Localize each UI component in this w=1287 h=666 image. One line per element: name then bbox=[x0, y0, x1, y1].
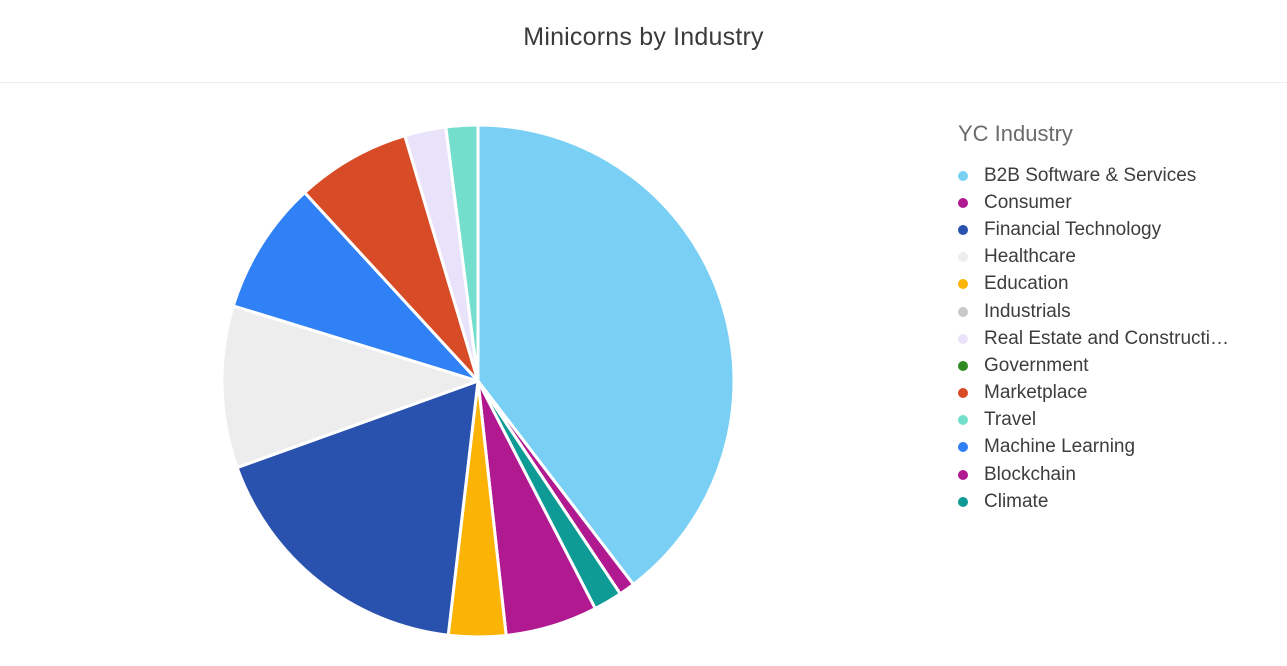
legend-swatch bbox=[958, 388, 968, 399]
pie-slice-machine-learning[interactable] bbox=[231, 191, 480, 383]
pie-slice-travel[interactable] bbox=[444, 123, 480, 383]
legend-item[interactable]: Industrials bbox=[958, 298, 1258, 325]
legend-swatch bbox=[958, 170, 968, 181]
legend-item[interactable]: Real Estate and Constructi… bbox=[958, 325, 1258, 352]
legend-label: Healthcare bbox=[984, 246, 1076, 268]
legend-title: YC Industry bbox=[958, 121, 1073, 146]
legend-swatch bbox=[958, 306, 968, 317]
legend: YC Industry B2B Software & Services Consu… bbox=[958, 120, 1258, 515]
legend-item[interactable]: Blockchain bbox=[958, 461, 1258, 488]
legend-label: B2B Software & Services bbox=[984, 164, 1197, 186]
legend-item[interactable]: Machine Learning bbox=[958, 434, 1258, 461]
legend-label: Consumer bbox=[984, 191, 1072, 213]
legend-label: Government bbox=[984, 354, 1089, 376]
legend-swatch bbox=[958, 333, 968, 344]
legend-label: Travel bbox=[984, 409, 1037, 431]
legend-item[interactable]: Climate bbox=[958, 488, 1258, 515]
chart-header: Minicorns by Industry bbox=[0, 0, 1287, 83]
legend-label: Blockchain bbox=[984, 463, 1076, 485]
legend-swatch bbox=[958, 279, 968, 290]
chart-title: Minicorns by Industry bbox=[523, 22, 764, 51]
legend-item[interactable]: Financial Technology bbox=[958, 216, 1258, 243]
legend-item[interactable]: Travel bbox=[958, 407, 1258, 434]
legend-label: Machine Learning bbox=[984, 436, 1136, 458]
legend-label: Education bbox=[984, 273, 1069, 295]
legend-item[interactable]: Government bbox=[958, 352, 1258, 379]
legend-item[interactable]: Consumer bbox=[958, 189, 1258, 216]
legend-swatch bbox=[958, 224, 968, 235]
legend-swatch bbox=[958, 197, 968, 208]
pie-slice-financial-technology[interactable] bbox=[235, 379, 480, 637]
pie-slice-healthcare[interactable] bbox=[220, 304, 480, 470]
legend-swatch bbox=[958, 496, 968, 507]
legend-item[interactable]: Education bbox=[958, 271, 1258, 298]
pie-slice-b2b-software-services[interactable] bbox=[476, 123, 736, 586]
legend-label: Industrials bbox=[984, 300, 1071, 322]
legend-label: Climate bbox=[984, 490, 1049, 512]
legend-swatch bbox=[958, 252, 968, 263]
legend-item[interactable]: Healthcare bbox=[958, 244, 1258, 271]
legend-label: Real Estate and Constructi… bbox=[984, 327, 1230, 349]
legend-item[interactable]: Marketplace bbox=[958, 380, 1258, 407]
legend-item[interactable]: B2B Software & Services bbox=[958, 162, 1258, 189]
legend-swatch bbox=[958, 415, 968, 426]
legend-swatch bbox=[958, 469, 968, 480]
legend-label: Marketplace bbox=[984, 382, 1088, 404]
pie-slice-marketplace[interactable] bbox=[303, 134, 480, 383]
legend-swatch bbox=[958, 360, 968, 371]
legend-list: B2B Software & Services Consumer Financial… bbox=[958, 162, 1258, 515]
legend-swatch bbox=[958, 442, 968, 453]
legend-label: Financial Technology bbox=[984, 218, 1162, 240]
